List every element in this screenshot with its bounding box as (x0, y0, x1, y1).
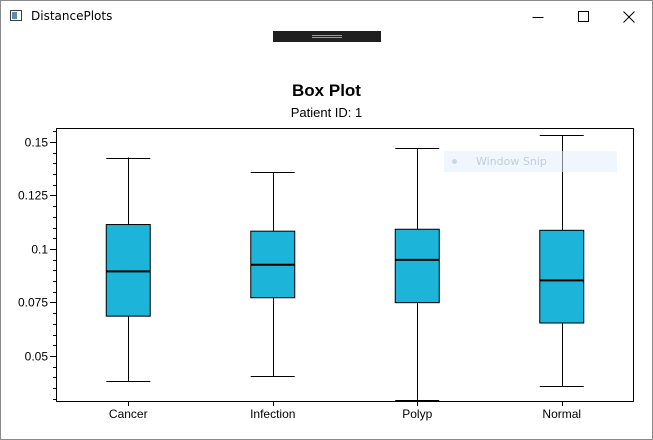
app-icon (10, 10, 22, 21)
maximize-button[interactable] (561, 1, 607, 32)
y-tick-label: 0.075 (18, 296, 48, 310)
x-tick-label: Cancer (109, 407, 148, 421)
window-snip-label: Window Snip (476, 155, 547, 168)
minimize-icon (532, 16, 544, 18)
plot-area-frame (56, 128, 634, 402)
chart-subtitle: Patient ID: 1 (290, 105, 363, 120)
x-tick-label: Polyp (402, 407, 432, 421)
y-tick-label: 0.05 (25, 350, 49, 364)
snip-dot-icon (452, 159, 457, 164)
box-polyp (394, 228, 440, 304)
y-tick-label: 0.125 (18, 189, 48, 203)
close-icon (623, 10, 635, 23)
maximize-icon (578, 10, 589, 22)
box-cancer (105, 224, 151, 317)
x-tick-label: Infection (250, 407, 295, 421)
window-title: DistancePlots (31, 9, 113, 23)
box-normal (539, 229, 585, 324)
x-tick-label: Normal (542, 407, 581, 421)
window-snip-overlay[interactable]: Window Snip (444, 151, 617, 172)
grip-icon (312, 35, 342, 38)
snip-drag-handle[interactable] (273, 31, 381, 42)
title-bar[interactable]: DistancePlots (1, 1, 652, 32)
chart-title: Box Plot (292, 81, 361, 100)
y-tick-label: 0.15 (25, 136, 49, 150)
y-tick-label: 0.1 (31, 243, 48, 257)
minimize-button[interactable] (515, 1, 561, 32)
close-button[interactable] (606, 1, 652, 32)
